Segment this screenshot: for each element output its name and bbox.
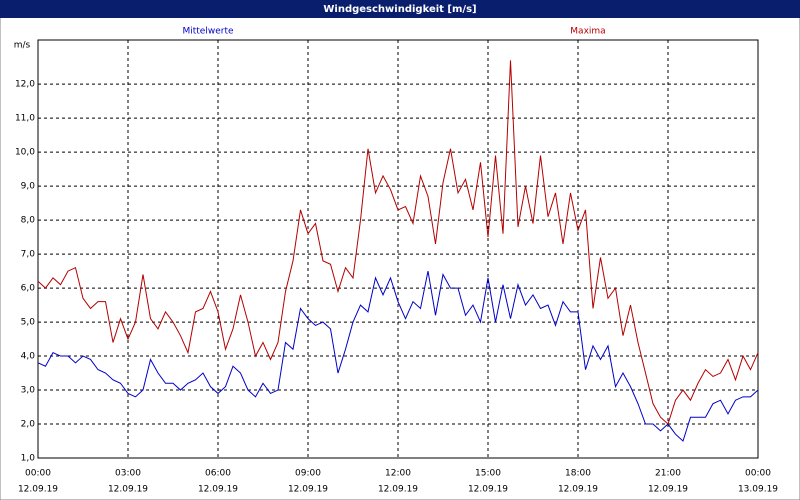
y-tick-label: 4,0 <box>21 352 36 362</box>
line-series <box>37 270 759 442</box>
y-tick-label: 2,0 <box>21 420 36 430</box>
x-tick-label: 21:00 <box>655 469 681 479</box>
y-tick-label: 11,0 <box>15 114 35 124</box>
y-tick-label: 6,0 <box>21 284 36 294</box>
x-tick-label: 18:00 <box>565 469 591 479</box>
legend-entry: Maxima <box>570 27 605 37</box>
x-tick-date: 12.09.19 <box>108 485 148 495</box>
x-tick-date: 12.09.19 <box>378 485 418 495</box>
x-tick-date: 12.09.19 <box>288 485 328 495</box>
x-tick-label: 00:00 <box>25 469 51 479</box>
y-axis-label: m/s <box>14 41 31 51</box>
x-tick-label: 06:00 <box>205 469 231 479</box>
y-tick-label: 10,0 <box>15 148 35 158</box>
y-tick-label: 7,0 <box>21 250 36 260</box>
y-tick-label: 5,0 <box>21 318 36 328</box>
x-tick-label: 00:00 <box>745 469 771 479</box>
x-tick-label: 12:00 <box>385 469 411 479</box>
x-tick-date: 13.09.19 <box>738 485 778 495</box>
x-tick-date: 12.09.19 <box>468 485 508 495</box>
y-tick-label: 3,0 <box>21 386 36 396</box>
x-tick-label: 09:00 <box>295 469 321 479</box>
y-tick-label: 9,0 <box>21 182 36 192</box>
y-tick-label: 8,0 <box>21 216 36 226</box>
x-tick-label: 03:00 <box>115 469 141 479</box>
x-tick-date: 12.09.19 <box>648 485 688 495</box>
x-tick-date: 12.09.19 <box>558 485 598 495</box>
line-series <box>37 60 759 425</box>
y-tick-label: 12,0 <box>15 80 35 90</box>
x-tick-label: 15:00 <box>475 469 501 479</box>
chart-title: Windgeschwindigkeit [m/s] <box>323 4 476 15</box>
x-tick-date: 12.09.19 <box>198 485 238 495</box>
title-bar <box>0 0 800 18</box>
y-tick-label: 1,0 <box>21 454 36 464</box>
legend-entry: Mittelwerte <box>182 27 233 37</box>
x-tick-date: 12.09.19 <box>18 485 58 495</box>
